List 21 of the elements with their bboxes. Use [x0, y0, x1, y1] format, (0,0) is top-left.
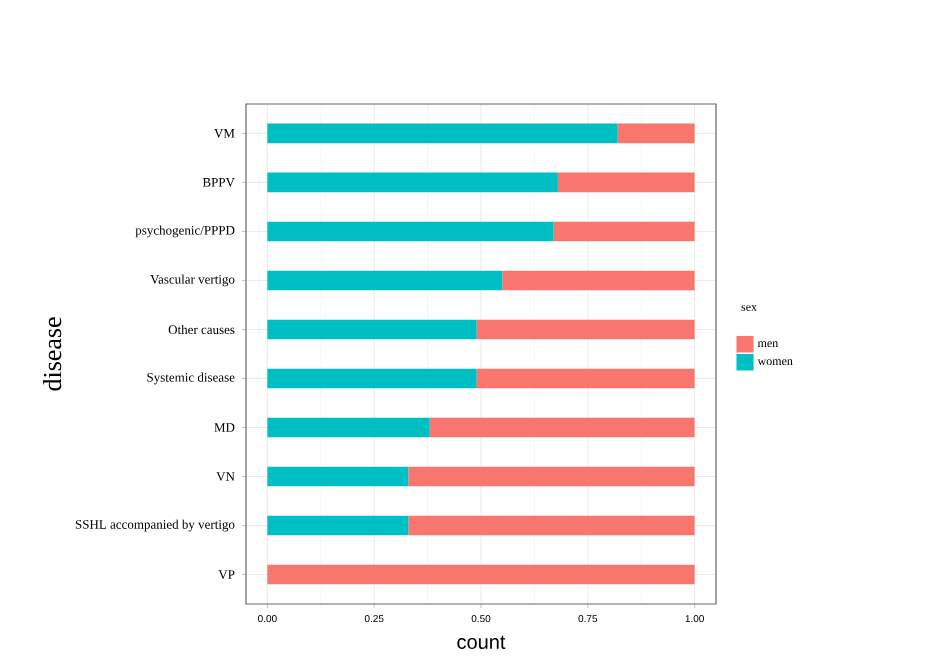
bar [267, 368, 477, 389]
bar [267, 123, 618, 144]
bar [476, 368, 695, 389]
bar [502, 270, 695, 291]
y-axis-title: disease [42, 317, 62, 391]
bar [267, 319, 477, 340]
bar [408, 466, 695, 487]
bar [267, 221, 554, 242]
bar [267, 417, 430, 438]
bar [557, 172, 695, 193]
bar [408, 515, 695, 536]
bar [267, 172, 558, 193]
x-axis-title: count [457, 635, 506, 649]
bar [617, 123, 695, 144]
bar [429, 417, 695, 438]
bar [553, 221, 695, 242]
bar [267, 564, 695, 585]
bar [267, 270, 503, 291]
bar [267, 515, 409, 536]
bar [267, 466, 409, 487]
bar [476, 319, 695, 340]
